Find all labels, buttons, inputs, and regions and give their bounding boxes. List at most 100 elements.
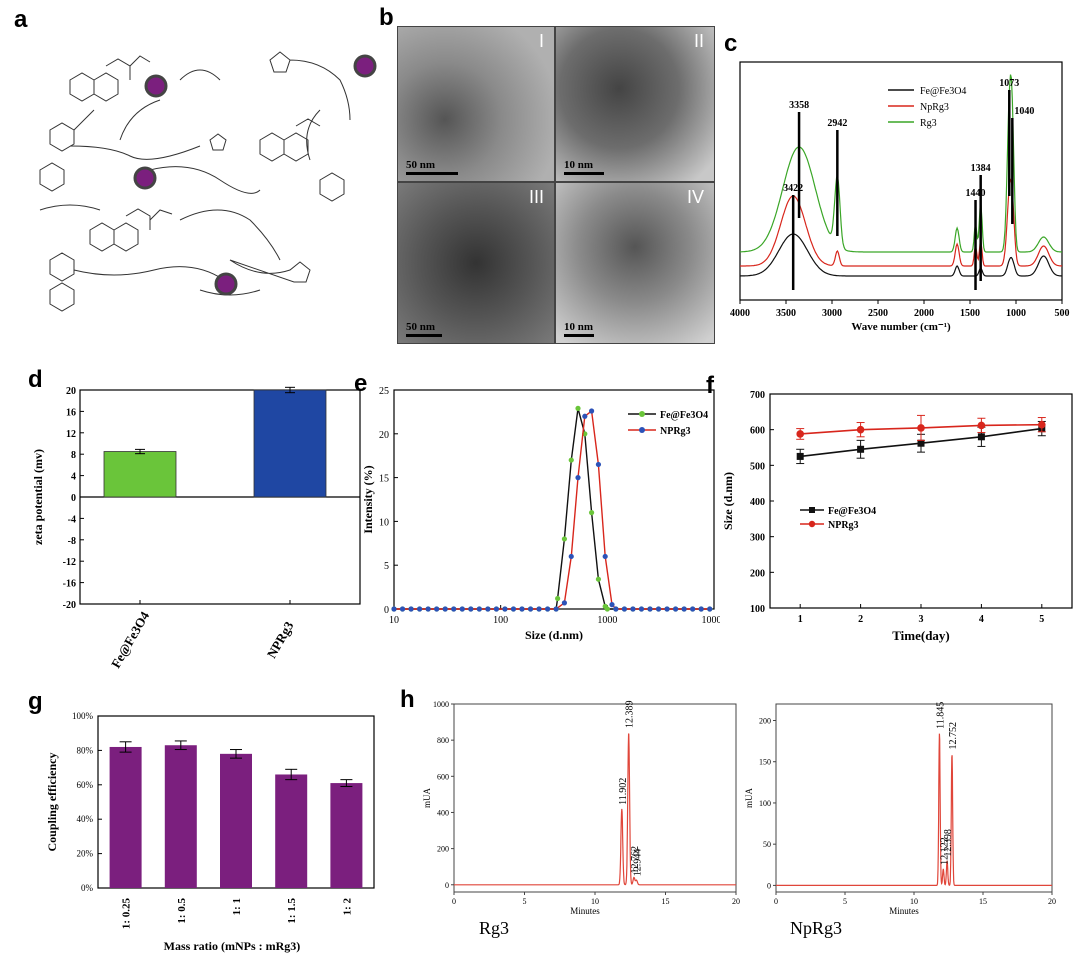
x-tick-label: 2000 xyxy=(914,308,934,319)
x-category-label: 1: 2 xyxy=(341,898,353,916)
y-tick-label: 200 xyxy=(759,716,771,725)
x-tick-label: 15 xyxy=(662,897,670,906)
data-point xyxy=(536,606,542,612)
chromatogram-line xyxy=(454,733,736,886)
y-tick-label: 20 xyxy=(379,430,389,441)
data-point xyxy=(796,430,804,438)
data-point xyxy=(630,606,636,612)
y-tick-label: 0% xyxy=(81,883,94,893)
data-point xyxy=(561,600,568,606)
chart-title: Rg3 xyxy=(479,918,509,938)
data-point xyxy=(545,606,551,612)
data-point xyxy=(553,606,559,612)
y-axis-label: Coupling efficiency xyxy=(45,753,59,852)
data-point xyxy=(698,606,704,612)
y-tick-label: 150 xyxy=(759,758,771,767)
zeta-potential-chart: 20 16 12 8 4 0 -4 -8 -12 -16 -20 zeta potential (mv… xyxy=(31,386,361,671)
y-tick-label: 0 xyxy=(767,881,771,890)
x-tick-label: 5 xyxy=(523,897,527,906)
bar-3 xyxy=(275,774,308,888)
x-tick-label: 20 xyxy=(732,897,740,906)
legend-marker xyxy=(639,411,645,417)
x-tick-label: 2500 xyxy=(868,308,888,319)
x-category-label: 1: 0.5 xyxy=(176,898,188,924)
data-point xyxy=(690,606,696,612)
data-point xyxy=(707,606,713,612)
x-tick-label: 10 xyxy=(389,615,399,626)
x-tick-label: 4000 xyxy=(730,308,750,319)
peak-label: 12.762 xyxy=(630,846,641,874)
x-tick-label: 1 xyxy=(798,614,803,625)
data-point xyxy=(588,408,595,414)
y-tick-label: 25 xyxy=(379,386,389,397)
data-point xyxy=(621,606,627,612)
peak-label: 1440 xyxy=(966,188,986,199)
x-category-label: 1: 1 xyxy=(231,898,243,915)
y-tick-label: -4 xyxy=(68,514,76,525)
x-tick-label: 1000 xyxy=(1006,308,1026,319)
x-tick-label: 20 xyxy=(1048,897,1056,906)
ftir-spectrum-chart: 4000 3500 3000 2500 2000 1500 1000 500 Wave numb… xyxy=(730,61,1070,333)
bar-2 xyxy=(220,753,252,888)
data-point xyxy=(575,405,581,411)
y-tick-label: 600 xyxy=(750,426,765,437)
data-point xyxy=(451,606,457,612)
x-category-label: Fe@Fe3O4 xyxy=(108,608,153,670)
chemical-structure-diagram xyxy=(39,51,377,312)
y-tick-label: 0 xyxy=(445,881,449,890)
peak-label: 2942 xyxy=(827,118,847,129)
panel-label-g: g xyxy=(28,688,43,715)
y-axis-label: Intensity (%) xyxy=(361,465,375,533)
y-tick-label: 4 xyxy=(71,472,76,483)
x-axis-label: Minutes xyxy=(570,906,600,916)
y-axis-label: mUA xyxy=(744,788,754,809)
y-tick-label: 100 xyxy=(750,604,765,615)
y-tick-label: -20 xyxy=(63,600,76,611)
panel-label-d: d xyxy=(28,366,43,393)
y-tick-label: 200 xyxy=(437,845,449,854)
data-point xyxy=(856,425,865,434)
legend-label: NpRg3 xyxy=(920,102,949,113)
panel-label-a: a xyxy=(14,6,28,33)
peak-label: 12.944 xyxy=(633,849,644,877)
y-tick-label: 5 xyxy=(384,561,389,572)
x-tick-label: 0 xyxy=(774,897,778,906)
legend-label: Fe@Fe3O4 xyxy=(660,410,708,421)
x-category-label: 1: 0.25 xyxy=(121,898,133,930)
data-point xyxy=(681,606,687,612)
y-tick-label: 40% xyxy=(77,814,94,824)
panel-label-f: f xyxy=(706,372,714,399)
x-category-label: 1: 1.5 xyxy=(286,898,298,924)
chromatogram-line xyxy=(776,733,1052,886)
data-point xyxy=(476,606,482,612)
x-tick-label: 4 xyxy=(979,614,984,625)
x-category-label: NPRg3 xyxy=(264,618,297,660)
tem-label-3: III xyxy=(528,187,544,207)
y-tick-label: -12 xyxy=(63,557,76,568)
chart-title: NpRg3 xyxy=(790,918,842,938)
data-point xyxy=(391,606,397,612)
data-point xyxy=(582,413,588,419)
data-point xyxy=(493,606,499,612)
data-point xyxy=(609,602,615,608)
y-axis-label: mUA xyxy=(422,788,432,809)
spectrum-fefe3o4 xyxy=(739,233,1063,277)
legend-label: NPRg3 xyxy=(660,426,691,437)
y-tick-label: 100% xyxy=(72,711,94,721)
size-stability-chart: 1 2 3 4 5 100 200 300 400 500 600 700 Time(day) Size … xyxy=(721,390,1073,643)
data-point xyxy=(673,606,679,612)
legend-marker xyxy=(808,520,816,528)
y-tick-label: -8 xyxy=(68,536,76,547)
peak-label: 1384 xyxy=(971,163,991,174)
x-tick-label: 1000 xyxy=(597,615,617,626)
data-point xyxy=(647,606,653,612)
bar-1 xyxy=(164,745,197,888)
tem-image-2: II 10 nm xyxy=(555,26,715,182)
x-tick-label: 100 xyxy=(493,615,508,626)
x-tick-label: 3 xyxy=(919,614,924,625)
y-tick-label: 500 xyxy=(750,461,765,472)
peak-label: 1040 xyxy=(1014,106,1034,117)
tem-image-3: III 50 nm xyxy=(397,182,555,344)
legend-label: Fe@Fe3O4 xyxy=(828,506,876,517)
y-tick-label: 1000 xyxy=(433,700,449,709)
